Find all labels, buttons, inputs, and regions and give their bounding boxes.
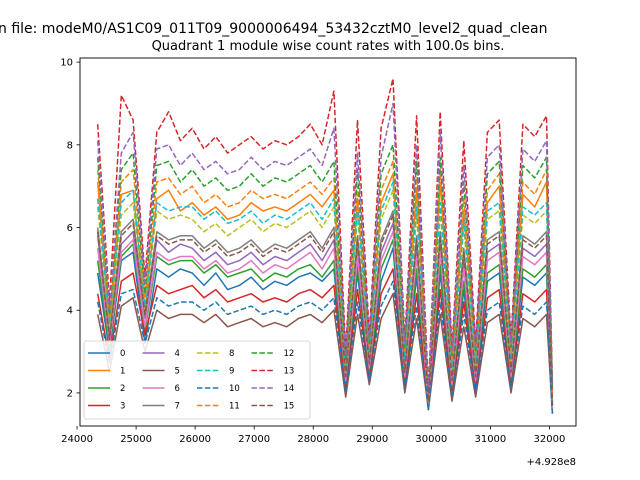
x-tick-label: 31000 — [474, 434, 506, 445]
x-tick-label: 27000 — [238, 434, 270, 445]
y-tick-label: 10 — [60, 58, 73, 69]
x-tick-label: 32000 — [534, 434, 566, 445]
x-tick-label: 25000 — [120, 434, 152, 445]
x-tick-label: 26000 — [179, 434, 211, 445]
legend-label-10: 10 — [229, 384, 240, 394]
legend-label-12: 12 — [284, 349, 295, 359]
series-line-3 — [96, 268, 554, 414]
legend-label-7: 7 — [175, 402, 180, 412]
x-tick-label: 29000 — [356, 434, 388, 445]
x-tick-label: 28000 — [297, 434, 329, 445]
legend-label-15: 15 — [284, 402, 295, 412]
legend-label-11: 11 — [229, 402, 240, 412]
legend-label-13: 13 — [284, 367, 295, 377]
y-tick-label: 4 — [67, 306, 73, 317]
y-tick-label: 6 — [67, 223, 73, 234]
series-line-6 — [96, 230, 554, 410]
series-line-15 — [96, 214, 554, 406]
legend-label-5: 5 — [175, 367, 180, 377]
legend-label-3: 3 — [120, 402, 125, 412]
y-tick-label: 2 — [67, 388, 73, 399]
legend-label-6: 6 — [175, 384, 180, 394]
legend-label-9: 9 — [229, 367, 234, 377]
legend-label-1: 1 — [120, 367, 125, 377]
series-line-11 — [96, 160, 554, 398]
y-tick-label: 8 — [67, 140, 73, 151]
series-line-5 — [96, 292, 554, 414]
x-axis-offset-label: +4.928e8 — [526, 457, 576, 468]
legend-label-0: 0 — [120, 349, 125, 359]
x-tick-label: 30000 — [415, 434, 447, 445]
legend-label-2: 2 — [120, 384, 125, 394]
series-line-0 — [96, 247, 554, 414]
series-line-9 — [96, 181, 554, 402]
series-line-13 — [96, 77, 554, 390]
x-tick-label: 24000 — [61, 434, 93, 445]
figure-suptitle: n file: modeM0/AS1C09_011T09_9000006494_… — [0, 21, 547, 37]
chart-title: Quadrant 1 module wise count rates with … — [152, 39, 505, 54]
series-line-14 — [96, 102, 554, 394]
legend-label-14: 14 — [284, 384, 295, 394]
legend-label-4: 4 — [175, 349, 180, 359]
legend-box — [83, 340, 311, 420]
series-line-10 — [96, 280, 554, 414]
plot-area-frame — [79, 57, 577, 427]
legend-label-8: 8 — [229, 349, 234, 359]
